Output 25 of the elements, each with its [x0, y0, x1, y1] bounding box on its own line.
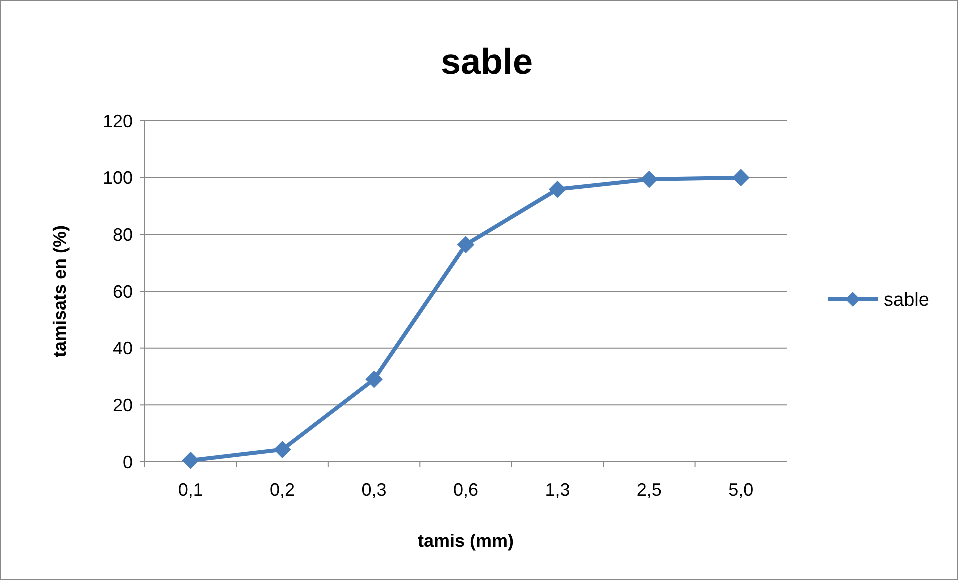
y-tick-label: 80 — [112, 224, 133, 245]
y-tick-label: 120 — [102, 111, 133, 132]
point — [366, 370, 383, 388]
point — [457, 236, 475, 254]
chart-title: sable — [440, 41, 534, 82]
x-tick-label: 0,3 — [362, 480, 387, 500]
x-tick-label: 0,6 — [453, 480, 479, 500]
y-tick-label: 20 — [112, 395, 133, 416]
point — [732, 169, 750, 186]
x-tick-label: 0,2 — [270, 480, 296, 500]
x-tick-label: 1,3 — [545, 480, 570, 500]
legend-label: sable — [884, 290, 930, 312]
point — [274, 441, 292, 458]
x-tick-label: 0,1 — [178, 480, 204, 500]
x-tick-label: 2,5 — [636, 480, 662, 500]
y-tick-label: 60 — [112, 282, 133, 302]
y-axis-title: tamisats en (%) — [50, 225, 70, 358]
y-tick-label: 40 — [112, 338, 133, 359]
point — [640, 170, 658, 188]
y-tick-label: 0 — [122, 452, 133, 472]
x-axis-title: tamis (mm) — [418, 531, 514, 551]
y-tick-label: 100 — [102, 168, 133, 188]
x-tick-label: 5,0 — [728, 480, 754, 500]
point — [549, 180, 566, 198]
point — [182, 452, 200, 470]
